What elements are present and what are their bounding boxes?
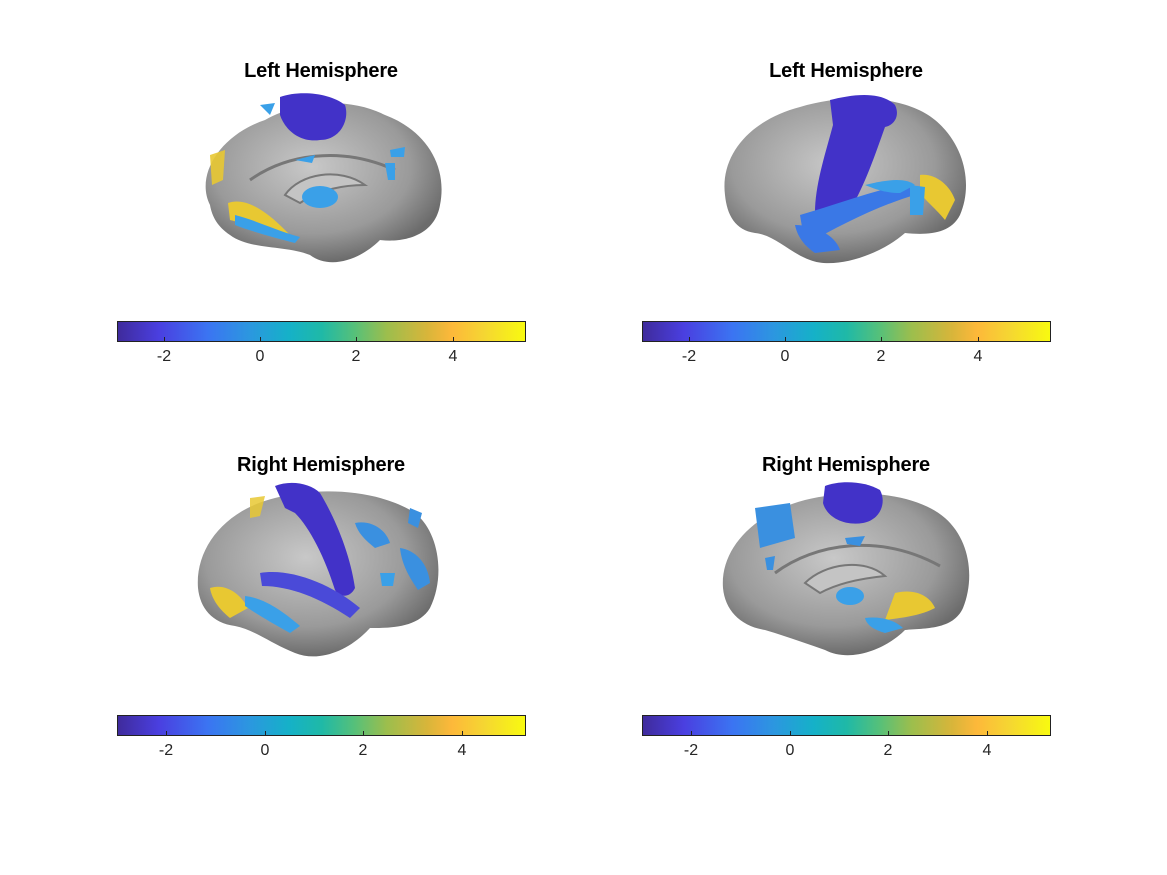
panel-title: Right Hemisphere: [762, 454, 930, 476]
colorbar-tick-label: 2: [351, 348, 361, 365]
panel-title: Left Hemisphere: [244, 60, 398, 82]
colorbar-tick-label: 2: [876, 348, 886, 365]
colorbar-tick-label: 4: [982, 742, 992, 759]
colorbar-tick-label: 0: [780, 348, 790, 365]
colorbar: -2 0 2 4: [117, 321, 526, 365]
colorbar-tick-label: 4: [448, 348, 458, 365]
colorbar-tick-label: -2: [158, 742, 174, 759]
colorbar-tick-label: -2: [156, 348, 172, 365]
colorbar: -2 0 2 4: [642, 321, 1051, 365]
colorbar-tick-label: 4: [973, 348, 983, 365]
colorbar-tick-label: -2: [681, 348, 697, 365]
panel-title: Left Hemisphere: [769, 60, 923, 82]
colorbar-tick-label: 2: [883, 742, 893, 759]
colorbar: -2 0 2 4: [642, 715, 1051, 759]
brain-surface-right-lateral: [197, 482, 439, 657]
colorbar-tick-label: 0: [255, 348, 265, 365]
colorbar-tick-label: 0: [260, 742, 270, 759]
colorbar: -2 0 2 4: [117, 715, 526, 759]
colorbar-tick-label: -2: [683, 742, 699, 759]
colorbar-tick-label: 4: [457, 742, 467, 759]
brain-surface-left-lateral: [724, 95, 967, 264]
brain-surface-right-medial: [722, 482, 970, 656]
colorbar-tick-label: 2: [358, 742, 368, 759]
brain-surface-left-medial: [205, 93, 442, 263]
colorbar-tick-label: 0: [785, 742, 795, 759]
panel-title: Right Hemisphere: [237, 454, 405, 476]
